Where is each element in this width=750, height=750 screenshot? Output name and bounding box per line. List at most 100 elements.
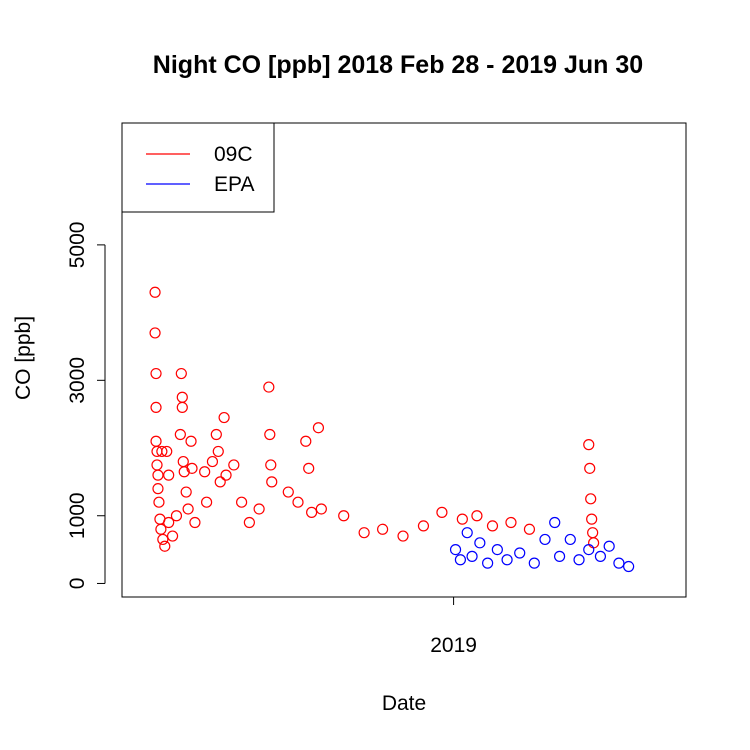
- 09c-point: [212, 445, 224, 458]
- epa-point: [539, 533, 551, 546]
- 09c-point: [263, 381, 275, 393]
- 09c-point: [199, 466, 211, 478]
- 09c-point: [176, 391, 188, 403]
- 09c-point: [149, 286, 161, 298]
- 09c-point: [486, 520, 499, 532]
- epa-point: [501, 554, 513, 566]
- y-tick-label: 5000: [66, 222, 89, 269]
- 09c-point: [338, 510, 350, 522]
- legend-box: [121, 122, 275, 213]
- 09c-point: [214, 476, 226, 488]
- epa-point: [449, 543, 462, 556]
- 09c-point: [176, 401, 188, 413]
- epa-point: [564, 533, 576, 546]
- 09c-point: [161, 445, 173, 458]
- 09c-point: [264, 428, 276, 441]
- chart-title: Night CO [ppb] 2018 Feb 28 - 2019 Jun 30: [153, 51, 643, 79]
- 09c-point: [157, 533, 169, 546]
- 09c-point: [201, 496, 213, 508]
- epa-point: [603, 540, 615, 552]
- 09c-point: [312, 422, 325, 434]
- epa-point: [623, 560, 635, 573]
- 09c-point: [170, 510, 183, 522]
- x-tick-label: 2019: [430, 634, 477, 657]
- 09c-point: [174, 428, 186, 441]
- data-points: [149, 286, 635, 573]
- legend-label-09c: 09C: [214, 143, 253, 166]
- 09c-point: [586, 513, 598, 525]
- 09c-point: [150, 367, 162, 380]
- epa-point: [491, 543, 503, 556]
- 09c-point: [180, 486, 192, 498]
- epa-point: [454, 554, 466, 566]
- 09c-point: [292, 496, 304, 508]
- epa-point: [466, 550, 478, 562]
- 09c-point: [150, 401, 162, 413]
- 09c-point: [505, 516, 517, 529]
- 09c-point: [152, 483, 164, 495]
- 09c-point: [218, 411, 230, 424]
- 09c-point: [315, 503, 327, 515]
- x-axis-label: Date: [382, 692, 426, 715]
- 09c-point: [265, 459, 277, 471]
- 09c-point: [159, 540, 171, 552]
- 09c-point: [220, 469, 232, 481]
- plot-frame: [121, 122, 687, 598]
- 09c-point: [152, 469, 164, 481]
- 09c-point: [253, 503, 265, 515]
- 09c-point: [150, 435, 162, 447]
- 09c-point: [417, 520, 430, 532]
- y-tick-label: 3000: [66, 357, 89, 404]
- 09c-point: [210, 428, 222, 441]
- 09c-point: [206, 455, 219, 468]
- 09c-point: [177, 455, 189, 468]
- y-tick-label: 1000: [66, 492, 89, 539]
- 09c-point: [156, 445, 168, 458]
- x-axis: 2019: [430, 597, 477, 657]
- 09c-point: [584, 462, 596, 474]
- 09c-point: [163, 516, 175, 529]
- 09c-point: [587, 527, 599, 539]
- 09c-point: [523, 523, 536, 535]
- 09c-point: [300, 435, 312, 447]
- epa-point: [553, 550, 566, 562]
- 09c-point: [585, 493, 597, 505]
- 09c-point: [186, 462, 198, 474]
- 09c-point: [436, 506, 448, 518]
- epa-point: [583, 543, 595, 556]
- 09c-point: [282, 486, 294, 498]
- 09c-point: [588, 537, 600, 549]
- 09c-point: [178, 466, 190, 478]
- 09c-point: [236, 496, 248, 508]
- 09c-point: [266, 476, 278, 488]
- y-axis-label: CO [ppb]: [12, 316, 35, 400]
- 09c-point: [182, 503, 194, 515]
- epa-point: [613, 557, 625, 569]
- 09c-point: [397, 530, 409, 542]
- epa-point: [594, 550, 607, 562]
- epa-point: [482, 557, 494, 569]
- legend: 09C EPA: [121, 122, 275, 213]
- 09c-point: [583, 439, 595, 451]
- 09c-point: [377, 523, 389, 535]
- epa-point: [461, 527, 473, 539]
- 09c-point: [471, 510, 483, 522]
- y-tick-label: 0: [66, 578, 89, 590]
- 09c-point: [163, 469, 175, 481]
- 09c-point: [358, 527, 370, 539]
- epa-point: [528, 557, 540, 569]
- 09c-point: [149, 327, 161, 339]
- epa-point: [573, 554, 585, 566]
- y-axis: 0 1000 3000 5000: [66, 222, 106, 590]
- legend-label-epa: EPA: [214, 173, 254, 196]
- 09c-point: [303, 462, 315, 474]
- 09c-point: [175, 367, 187, 380]
- 09c-point: [185, 435, 197, 447]
- 09c-point: [153, 496, 165, 508]
- 09c-point: [456, 513, 468, 525]
- epa-point: [514, 547, 526, 559]
- epa-point: [549, 516, 561, 529]
- 09c-point: [189, 516, 201, 529]
- 09c-point: [166, 530, 179, 542]
